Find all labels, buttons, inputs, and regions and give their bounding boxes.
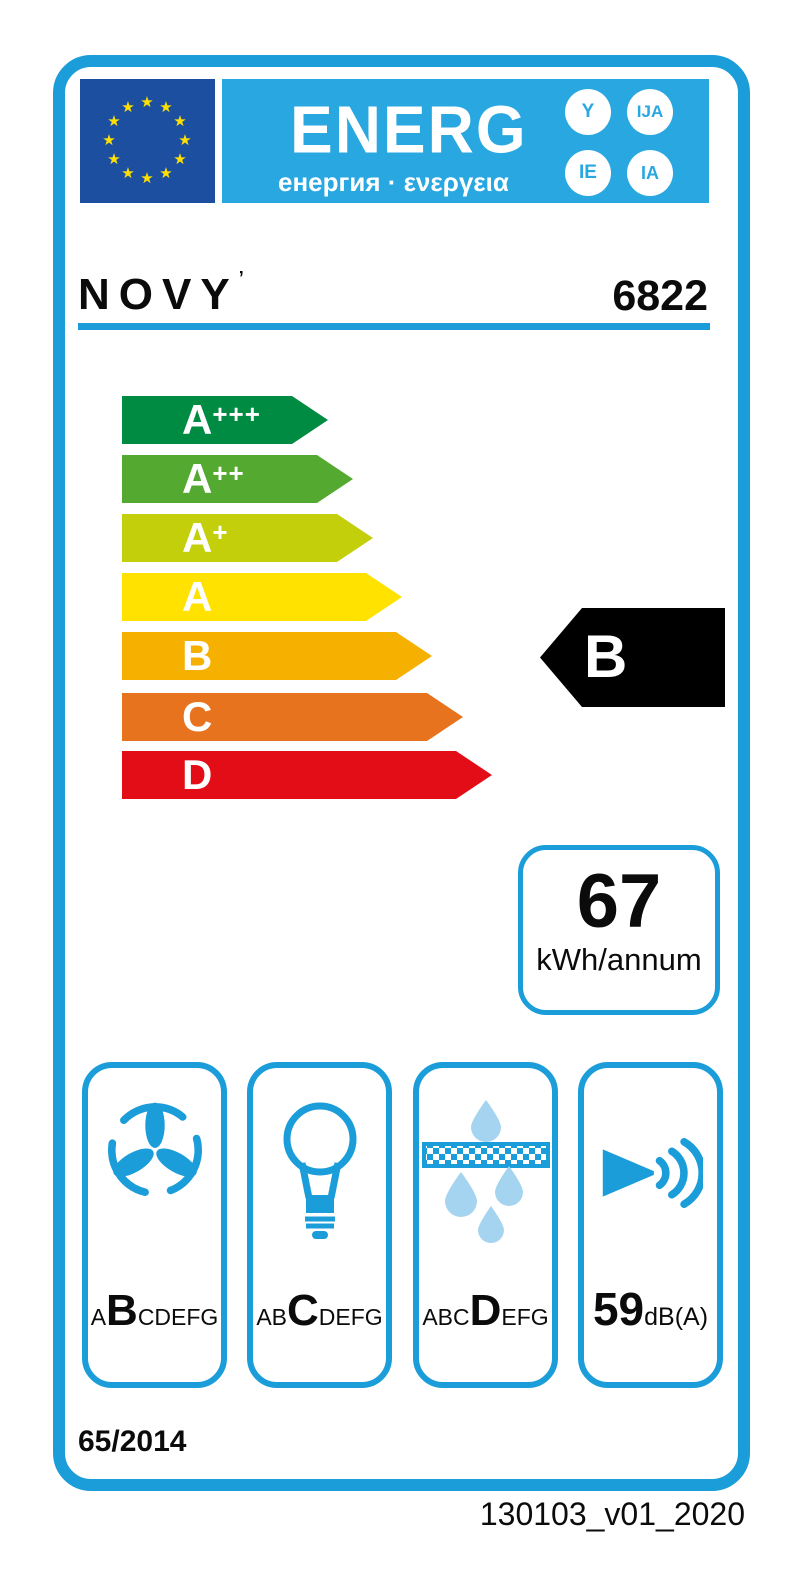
- scale-arrow-grade: D: [182, 751, 213, 798]
- scale-arrow-c: C: [122, 693, 463, 741]
- scale-arrow-a-plus: A+: [122, 514, 373, 562]
- svg-text:★: ★: [107, 150, 120, 168]
- feature-box-grease-filter-efficiency: ABCDEFG: [413, 1062, 558, 1388]
- fan-class-prefix: A: [90, 1304, 107, 1330]
- brand-trademark: ’: [238, 268, 244, 288]
- scale-arrow-b: B: [122, 632, 432, 680]
- brand-logo: NOVY’: [78, 268, 244, 320]
- grease-filter-class-suffix: EFG: [501, 1304, 549, 1330]
- scale-arrow-grade: C: [182, 693, 213, 740]
- lighting-class-value: C: [287, 1286, 319, 1335]
- feature-box-fan-efficiency: ABCDEFG: [82, 1062, 227, 1388]
- scale-arrow-grade: A: [182, 455, 213, 502]
- svg-text:★: ★: [159, 164, 172, 182]
- noise-level-value: 59: [592, 1283, 645, 1335]
- energ-wordmark: ENERG: [290, 92, 528, 167]
- scale-arrow-grade: B: [182, 632, 213, 679]
- svg-text:★: ★: [121, 164, 134, 182]
- bulb-icon: [253, 1094, 386, 1254]
- svg-text:★: ★: [178, 131, 191, 149]
- svg-text:★: ★: [159, 98, 172, 116]
- scale-arrow-a-plus-plus-plus: A+++: [122, 396, 328, 444]
- feature-box-noise-level: 59dB(A): [578, 1062, 723, 1388]
- svg-text:★: ★: [140, 93, 153, 111]
- grease-filter-class-scale: ABCDEFG: [419, 1286, 552, 1336]
- scale-arrow-d: D: [122, 751, 492, 799]
- grease-filter-icon: [419, 1094, 552, 1254]
- energy-label-frame: ★ ★ ★ ★ ★ ★ ★ ★ ★ ★ ★ ★ ENERG енергия · …: [53, 55, 750, 1491]
- energ-suffix-circle-ija: IJA: [627, 89, 673, 135]
- scale-arrow-sup: +: [212, 517, 229, 547]
- regulation-reference: 65/2014: [78, 1425, 187, 1458]
- energ-suffix-circle-y: Y: [565, 89, 611, 135]
- scale-arrow-a: A: [122, 573, 402, 621]
- rating-pointer: B: [540, 608, 725, 707]
- scale-arrow-grade: A: [182, 514, 213, 561]
- annual-energy-box: 67 kWh/annum: [518, 845, 720, 1015]
- eu-flag-icon: ★ ★ ★ ★ ★ ★ ★ ★ ★ ★ ★ ★: [80, 79, 215, 203]
- feature-box-lighting-efficiency: ABCDEFG: [247, 1062, 392, 1388]
- svg-text:★: ★: [173, 150, 186, 168]
- energ-wordmark-panel: ENERG енергия · ενεργεια Y IJA IE IA: [222, 79, 709, 203]
- annual-energy-value: 67: [576, 859, 662, 944]
- brand-divider: [78, 323, 710, 330]
- fan-class-scale: ABCDEFG: [88, 1286, 221, 1336]
- svg-text:★: ★: [173, 112, 186, 130]
- noise-icon: [584, 1128, 717, 1218]
- fan-class-value: B: [106, 1286, 138, 1335]
- brand-name: NOVY: [78, 270, 239, 319]
- energ-wordmark-subtitle: енергия · ενεργεια: [278, 167, 509, 197]
- document-reference: 130103_v01_2020: [479, 1496, 745, 1532]
- noise-level-value-row: 59dB(A): [584, 1282, 717, 1336]
- lighting-class-suffix: DEFG: [318, 1304, 383, 1330]
- model-number: 6822: [612, 272, 708, 320]
- scale-arrow-grade: A: [182, 573, 213, 620]
- annual-energy-unit: kWh/annum: [536, 942, 702, 977]
- scale-arrow-sup: ++: [212, 458, 245, 488]
- svg-text:★: ★: [107, 112, 120, 130]
- scale-arrow-sup: +++: [212, 399, 261, 429]
- energ-suffix-circle-ie: IE: [565, 150, 611, 196]
- fan-icon: [88, 1094, 221, 1202]
- fan-class-suffix: CDEFG: [137, 1304, 219, 1330]
- energ-suffix-circle-ia: IA: [627, 150, 673, 196]
- grease-filter-class-value: D: [469, 1286, 502, 1335]
- lighting-class-scale: ABCDEFG: [253, 1286, 386, 1336]
- grease-filter-class-prefix: ABC: [422, 1304, 470, 1330]
- svg-text:★: ★: [121, 98, 134, 116]
- scale-arrow-a-plus-plus: A++: [122, 455, 353, 503]
- lighting-class-prefix: AB: [256, 1304, 287, 1330]
- scale-arrow-grade: A: [182, 396, 213, 443]
- svg-text:★: ★: [102, 131, 115, 149]
- svg-text:★: ★: [140, 169, 153, 187]
- noise-level-unit: dB(A): [644, 1303, 709, 1331]
